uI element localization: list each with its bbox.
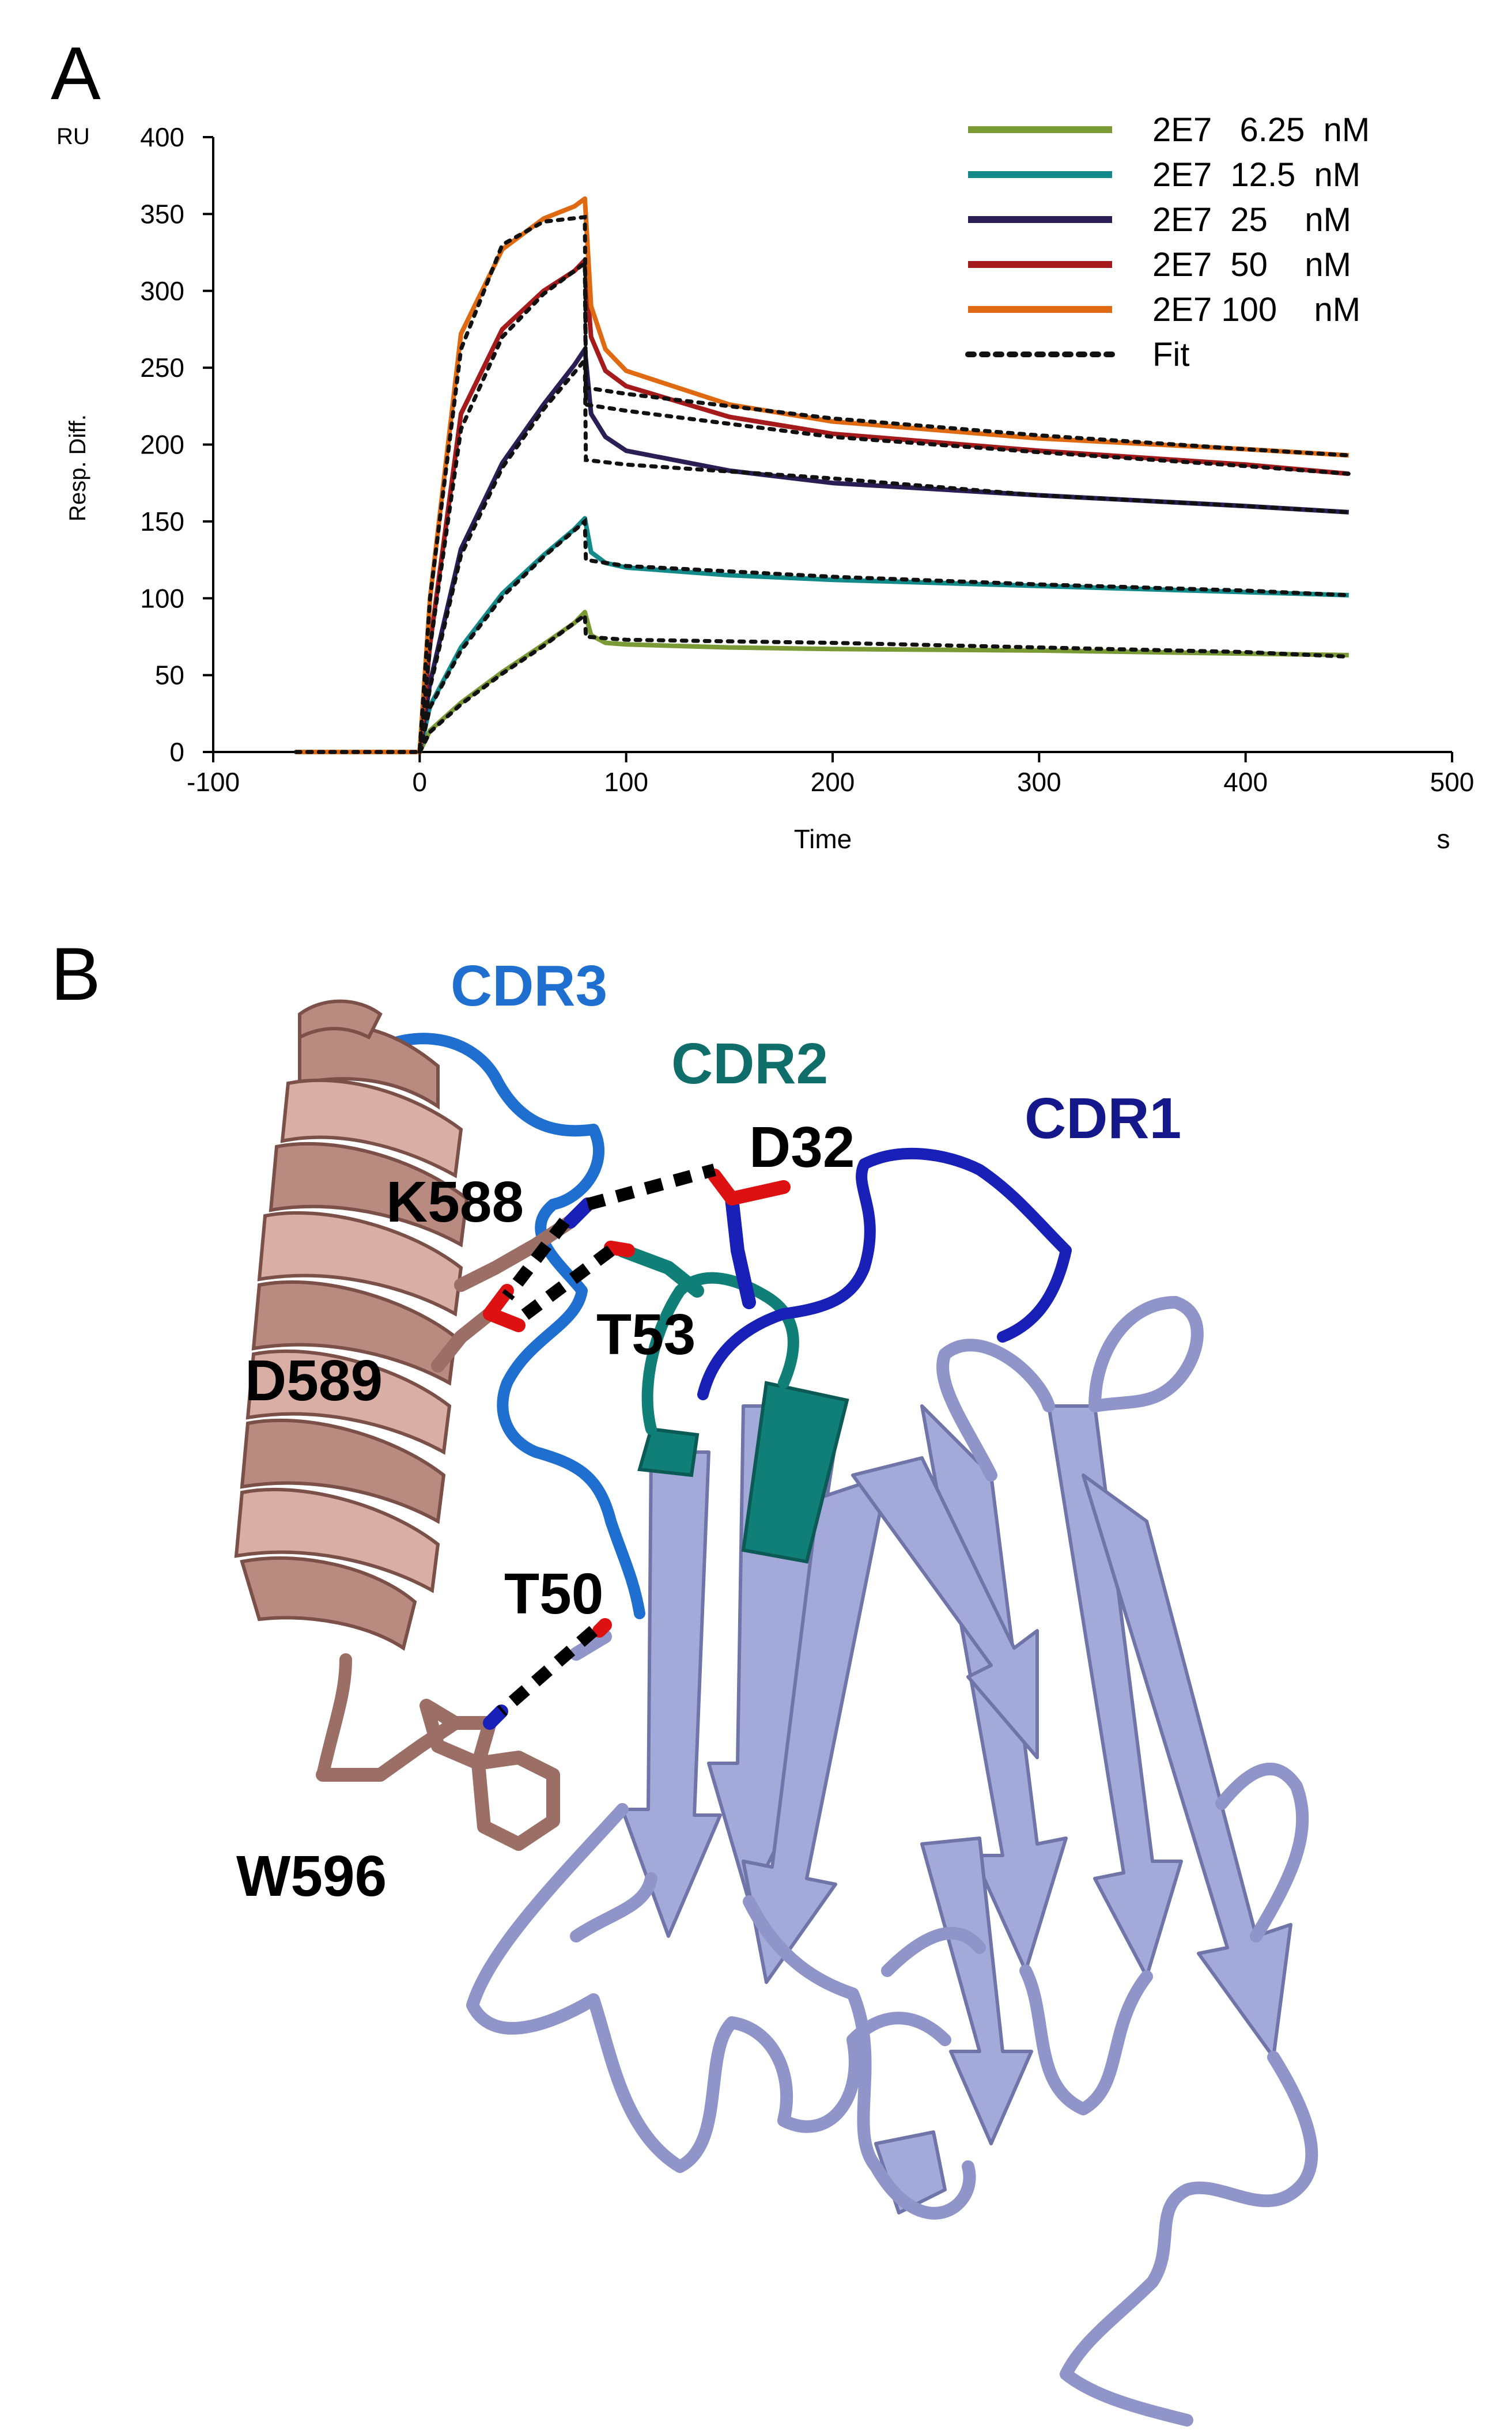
series-line-1 (296, 516, 1349, 754)
hydrogen-bonds (497, 1163, 716, 1717)
helix-tail (316, 1653, 352, 1781)
cdr1-label: CDR1 (1025, 1086, 1181, 1151)
residue-d32-label: D32 (749, 1115, 855, 1180)
residue-d589-label: D589 (245, 1348, 383, 1413)
loops (466, 1296, 1318, 2427)
y-tick-label: 0 (169, 737, 184, 767)
x-tick-label: 200 (811, 767, 855, 797)
cdr3-loop (363, 1033, 645, 1619)
series-line-0 (296, 610, 1349, 754)
y-tick-label: 50 (155, 660, 184, 690)
beta-sheet-body (621, 1404, 1292, 2214)
alpha-helix (234, 999, 469, 1651)
fit-curve-0 (293, 214, 1351, 754)
y-tick-label: 100 (140, 583, 184, 613)
panel-b-label: B (51, 932, 101, 1016)
cdr2-strand (741, 1381, 849, 1564)
y-tick-label: 200 (140, 430, 184, 460)
legend-label-4: 2E7 100 nM (1152, 291, 1360, 328)
y-tick-group: 0 50 100 150 200 250 300 350 400 (140, 122, 213, 767)
fit-curve-2 (417, 354, 1351, 754)
legend-label-0: 2E7 6.25 nM (1152, 111, 1370, 149)
x-tick-label: -100 (187, 767, 240, 797)
series-line-4 (296, 196, 1350, 754)
legend: 2E7 6.25 nM 2E7 12.5 nM 2E7 25 nM 2E7 50 nM… (965, 111, 1370, 373)
y-tick-label: 300 (140, 276, 184, 306)
residue-t53-label: T53 (596, 1302, 695, 1367)
fit-layer (293, 214, 1351, 754)
y-unit-label: RU (56, 124, 90, 149)
y-axis-label: Resp. Diff. (65, 414, 90, 521)
y-tick-label: 400 (140, 122, 184, 152)
fit-curve-1 (417, 259, 1351, 754)
cdr2-label: CDR2 (671, 1031, 828, 1096)
cdr2-strand-2 (637, 1427, 700, 1477)
fit-curve-3 (417, 517, 1351, 754)
panel-a-label: A (51, 31, 101, 115)
y-tick-label: 250 (140, 353, 184, 383)
x-tick-label: 500 (1430, 767, 1475, 797)
legend-label-2: 2E7 25 nM (1152, 201, 1351, 239)
nanobody-structure-illustration: CDR3 CDR2 CDR1 D32 K588 T53 D589 T50 W59… (234, 954, 1318, 2427)
residue-t50-label: T50 (504, 1562, 603, 1626)
cdr3-label: CDR3 (451, 954, 607, 1018)
x-tick-group: -100 0 100 200 300 400 500 (187, 752, 1474, 797)
residue-k588-label: K588 (386, 1170, 524, 1234)
x-tick-label: 300 (1017, 767, 1061, 797)
x-unit-label: s (1437, 824, 1450, 854)
legend-label-1: 2E7 12.5 nM (1152, 156, 1360, 194)
legend-label-5: Fit (1152, 336, 1189, 373)
y-tick-label: 150 (140, 507, 184, 536)
residue-w596-label: W596 (236, 1844, 387, 1909)
y-tick-label: 350 (140, 199, 184, 229)
x-tick-label: 400 (1223, 767, 1268, 797)
series-line-3 (296, 258, 1350, 754)
x-axis-label: Time (794, 824, 852, 854)
side-chains (316, 1169, 791, 1851)
legend-label-3: 2E7 50 nM (1152, 246, 1351, 284)
cdr1-loop (697, 1147, 1072, 1400)
x-tick-label: 100 (604, 767, 648, 797)
x-tick-label: 0 (413, 767, 428, 797)
fit-curve-4 (417, 611, 1351, 754)
cdr2-loop (641, 1272, 799, 1435)
